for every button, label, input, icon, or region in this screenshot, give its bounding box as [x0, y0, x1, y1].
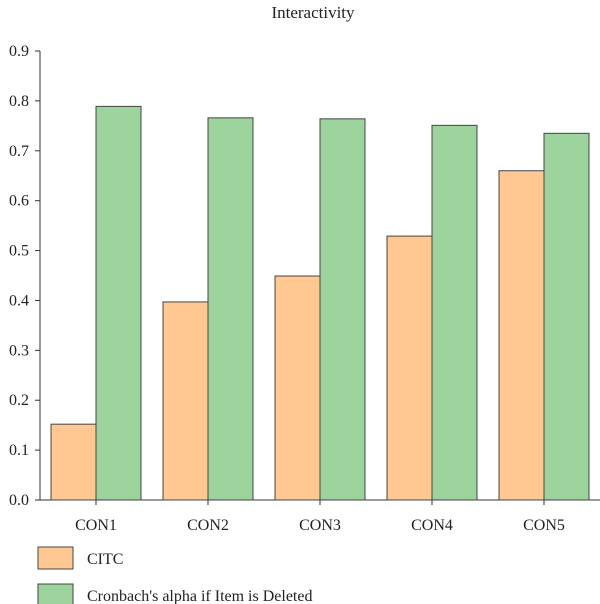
bar-con4-series-2: [431, 124, 478, 501]
y-tick-label: 0.1: [9, 442, 29, 459]
legend-swatch-1: [37, 546, 74, 570]
x-tick-label: CON4: [411, 517, 453, 534]
bar-con3-series-1: [274, 275, 321, 501]
y-tick-label: 0.6: [9, 193, 29, 210]
y-tick-label: 0.4: [9, 292, 29, 309]
legend-label-2: Cronbach's alpha if Item is Deleted: [87, 588, 312, 604]
bar-con5-series-1: [498, 170, 545, 501]
y-tick-label: 0.8: [9, 93, 29, 110]
y-tick-label: 0.0: [9, 492, 29, 509]
bar-con4-series-1: [386, 235, 433, 501]
bar-con2-series-2: [207, 117, 254, 501]
y-tick-label: 0.2: [9, 392, 29, 409]
bar-con5-series-2: [543, 132, 590, 501]
bar-con2-series-1: [162, 301, 209, 501]
x-tick-label: CON2: [187, 517, 229, 534]
bar-con1-series-2: [95, 105, 142, 501]
x-tick-label: CON1: [75, 517, 117, 534]
legend: CITC Cronbach's alpha if Item is Deleted: [37, 546, 312, 604]
x-tick-label: CON3: [299, 517, 341, 534]
plot-area: 0.0 0.1 0.2 0.3 0.4 0.5 0.6 0.7 0.8 0.9 CON1 CON2 CO…: [9, 43, 600, 534]
legend-label-1: CITC: [87, 551, 123, 568]
x-tick-label: CON5: [523, 517, 565, 534]
y-tick-label: 0.5: [9, 243, 29, 260]
legend-swatch-2: [37, 583, 74, 604]
y-tick-label: 0.9: [9, 43, 29, 60]
bar-con3-series-2: [319, 118, 366, 501]
y-tick-label: 0.7: [9, 143, 29, 160]
chart-title: Interactivity: [271, 3, 355, 22]
bar-con1-series-1: [50, 423, 97, 501]
y-tick-label: 0.3: [9, 342, 29, 359]
